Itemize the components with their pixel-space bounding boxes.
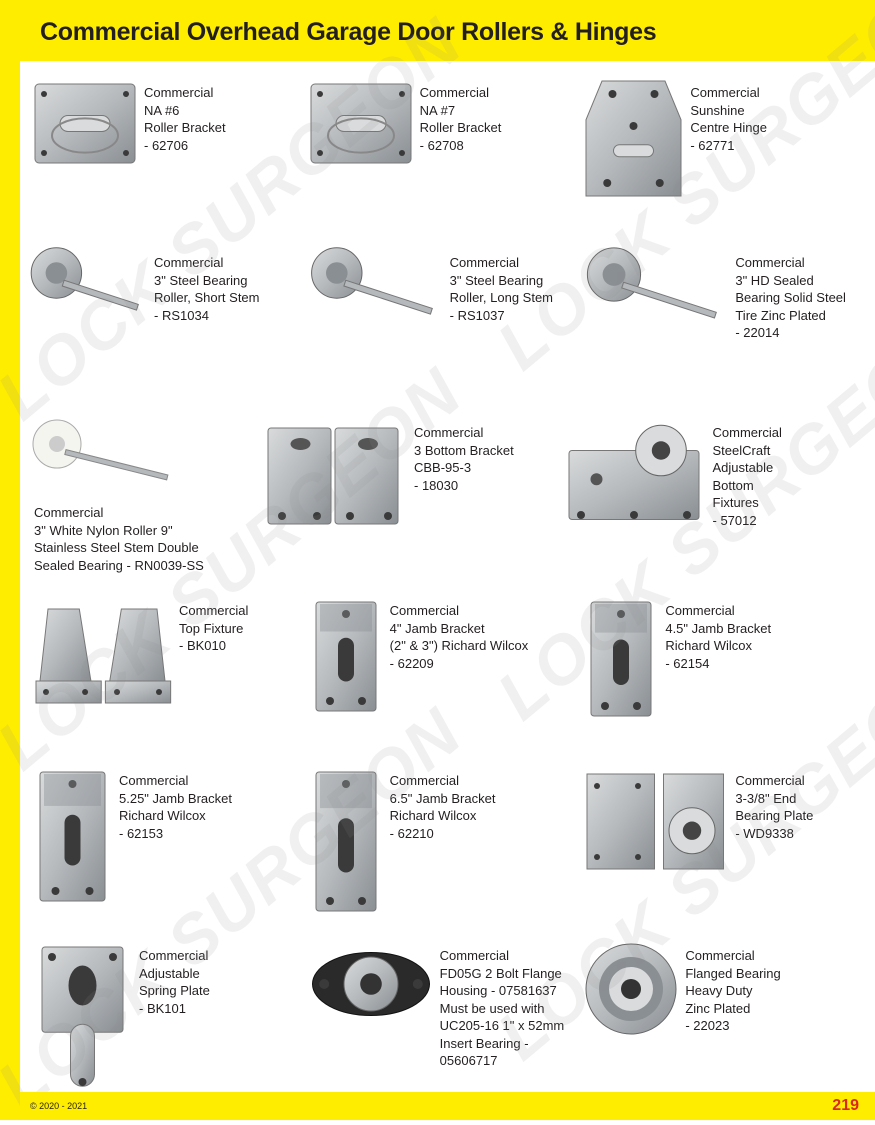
- product-description: Commercial Top Fixture - BK010: [175, 594, 248, 655]
- catalog-row: Commercial Adjustable Spring Plate - BK1…: [30, 939, 857, 1094]
- catalog-item: Commercial 5.25" Jamb Bracket Richard Wi…: [30, 764, 306, 919]
- page-header: Commercial Overhead Garage Door Rollers …: [20, 0, 875, 61]
- catalog-item: Commercial 4" Jamb Bracket (2" & 3") Ric…: [306, 594, 582, 744]
- page-title: Commercial Overhead Garage Door Rollers …: [40, 18, 855, 47]
- catalog-item: Commercial 3" Steel Bearing Roller, Shor…: [30, 246, 306, 396]
- catalog-row: Commercial 3" White Nylon Roller 9" Stai…: [30, 416, 857, 574]
- product-image: [30, 246, 150, 336]
- product-description: Commercial 5.25" Jamb Bracket Richard Wi…: [115, 764, 232, 842]
- catalog-item: Commercial 3-3/8" End Bearing Plate - WD…: [581, 764, 857, 919]
- page-number: 219: [832, 1097, 859, 1115]
- catalog-row: Commercial NA #6 Roller Bracket - 62706 …: [30, 76, 857, 226]
- product-description: Commercial 3" Steel Bearing Roller, Long…: [446, 246, 553, 324]
- product-description: Commercial 3" HD Sealed Bearing Solid St…: [731, 246, 846, 342]
- product-image: [306, 764, 386, 919]
- catalog-item: Commercial 3" Steel Bearing Roller, Long…: [306, 246, 582, 396]
- catalog-row: Commercial 5.25" Jamb Bracket Richard Wi…: [30, 764, 857, 919]
- product-image: [30, 76, 140, 171]
- product-description: Commercial NA #6 Roller Bracket - 62706: [140, 76, 226, 154]
- product-image: [581, 764, 731, 879]
- product-description: Commercial 6.5" Jamb Bracket Richard Wil…: [386, 764, 496, 842]
- catalog-item: Commercial NA #7 Roller Bracket - 62708: [306, 76, 582, 226]
- catalog-item: Commercial Top Fixture - BK010: [30, 594, 306, 744]
- catalog-item: Commercial SteelCraft Adjustable Bottom …: [559, 416, 858, 574]
- product-image: [306, 594, 386, 719]
- catalog-grid: Commercial NA #6 Roller Bracket - 62706 …: [20, 61, 875, 1094]
- product-image: [30, 939, 135, 1094]
- product-description: Commercial 3" White Nylon Roller 9" Stai…: [30, 496, 204, 574]
- catalog-item: Commercial FD05G 2 Bolt Flange Housing -…: [306, 939, 582, 1094]
- catalog-item: Commercial 6.5" Jamb Bracket Richard Wil…: [306, 764, 582, 919]
- product-image: [306, 246, 446, 336]
- product-image: [30, 416, 180, 496]
- product-image: [30, 764, 115, 909]
- catalog-row: Commercial Top Fixture - BK010 Commercia…: [30, 594, 857, 744]
- catalog-item: Commercial Adjustable Spring Plate - BK1…: [30, 939, 306, 1094]
- catalog-row: Commercial 3" Steel Bearing Roller, Shor…: [30, 246, 857, 396]
- product-description: Commercial 4.5" Jamb Bracket Richard Wil…: [661, 594, 771, 672]
- product-image: [581, 246, 731, 341]
- product-description: Commercial 3-3/8" End Bearing Plate - WD…: [731, 764, 813, 842]
- product-description: Commercial Sunshine Centre Hinge - 62771: [686, 76, 767, 154]
- catalog-item: Commercial 3 Bottom Bracket CBB-95-3 - 1…: [260, 416, 559, 574]
- product-image: [30, 594, 175, 709]
- page-footer: © 2020 - 2021 219: [20, 1092, 875, 1120]
- product-description: Commercial 4" Jamb Bracket (2" & 3") Ric…: [386, 594, 529, 672]
- catalog-item: Commercial NA #6 Roller Bracket - 62706: [30, 76, 306, 226]
- product-description: Commercial SteelCraft Adjustable Bottom …: [709, 416, 782, 529]
- catalog-item: Commercial Flanged Bearing Heavy Duty Zi…: [581, 939, 857, 1094]
- product-description: Commercial Flanged Bearing Heavy Duty Zi…: [681, 939, 780, 1035]
- product-description: Commercial NA #7 Roller Bracket - 62708: [416, 76, 502, 154]
- product-image: [306, 76, 416, 171]
- product-description: Commercial 3 Bottom Bracket CBB-95-3 - 1…: [410, 416, 514, 494]
- product-description: Commercial Adjustable Spring Plate - BK1…: [135, 939, 210, 1017]
- product-image: [581, 939, 681, 1039]
- product-description: Commercial 3" Steel Bearing Roller, Shor…: [150, 246, 260, 324]
- product-image: [306, 939, 436, 1029]
- catalog-item: Commercial 4.5" Jamb Bracket Richard Wil…: [581, 594, 857, 744]
- catalog-item: Commercial 3" White Nylon Roller 9" Stai…: [30, 416, 260, 574]
- product-image: [581, 594, 661, 724]
- product-image: [581, 76, 686, 201]
- product-image: [260, 416, 410, 536]
- product-description: Commercial FD05G 2 Bolt Flange Housing -…: [436, 939, 582, 1070]
- catalog-item: Commercial Sunshine Centre Hinge - 62771: [581, 76, 857, 226]
- catalog-item: Commercial 3" HD Sealed Bearing Solid St…: [581, 246, 857, 396]
- copyright: © 2020 - 2021: [30, 1101, 87, 1111]
- product-image: [559, 416, 709, 531]
